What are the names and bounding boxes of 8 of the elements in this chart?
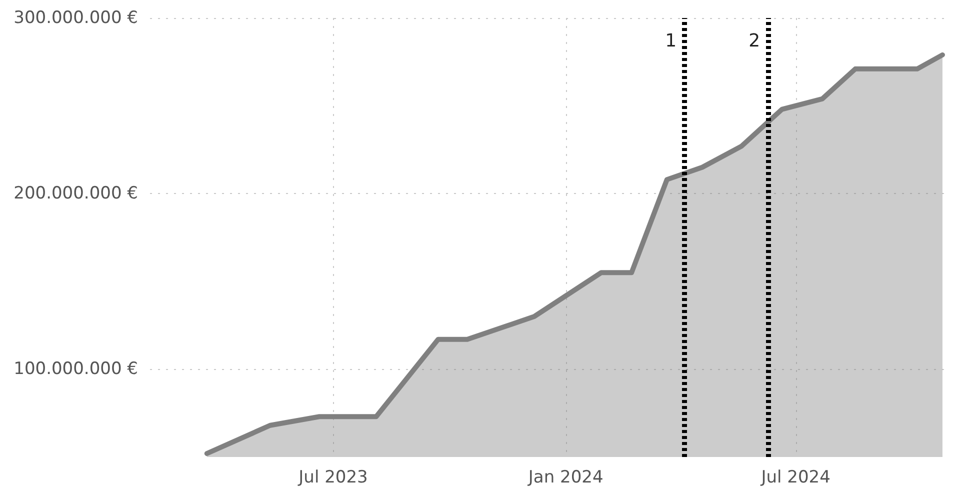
ref-line-label: 1 [665,30,677,52]
ref-line-label: 2 [748,30,760,52]
x-tick-label: Jul 2023 [298,468,368,488]
x-tick-label: Jul 2024 [760,468,830,488]
y-tick-label: 100.000.000 € [14,359,138,380]
y-tick-label: 200.000.000 € [14,184,138,204]
y-tick-label: 300.000.000 € [14,8,138,28]
x-tick-label: Jan 2024 [527,468,604,488]
